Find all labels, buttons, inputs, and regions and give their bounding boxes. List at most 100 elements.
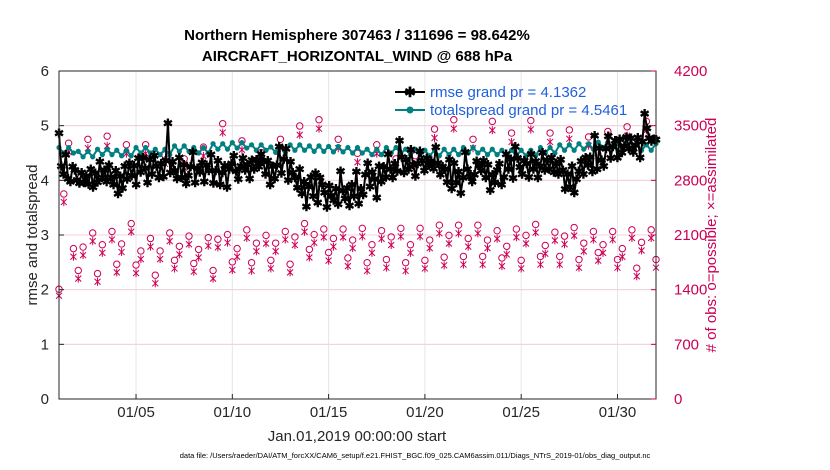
rmse-point: ✱ (199, 175, 209, 189)
rmse-point: ✱ (453, 165, 463, 179)
rmse-point: ✱ (644, 132, 654, 146)
rmse-point: ✱ (249, 162, 259, 176)
rmse-point: ✱ (161, 154, 171, 168)
rmse-point: ✱ (572, 173, 582, 187)
legend: ✱ rmse grand pr = 4.1362 totalspread gra… (395, 84, 627, 119)
rmse-point: ✱ (642, 121, 652, 135)
obs-assimilated-point (200, 152, 207, 160)
obs-assimilated-point (224, 238, 231, 247)
obs-assimilated-point (522, 239, 530, 248)
rmse-point: ✱ (535, 160, 545, 174)
obs-assimilated-point (108, 235, 116, 244)
rmse-point: ✱ (170, 164, 180, 178)
spread-point (561, 147, 568, 153)
obs-assimilated-point (556, 260, 564, 269)
obs-assimilated-point (272, 247, 280, 256)
rmse-point: ✱ (553, 167, 563, 181)
rmse-point: ✱ (569, 186, 579, 200)
spread-point (489, 146, 495, 152)
spread-point (220, 141, 226, 147)
obs-possible-point (84, 135, 92, 143)
obs-assimilated-point (310, 238, 318, 247)
spread-point (537, 144, 544, 151)
obs-assimilated-point (142, 149, 150, 158)
spread-point (244, 145, 250, 151)
spread-point (557, 142, 563, 148)
obs-possible-point (209, 266, 217, 275)
rmse-point: ✱ (492, 163, 502, 177)
rmse-point: ✱ (578, 167, 588, 181)
rmse-point: ✱ (174, 151, 184, 165)
obs-assimilated-point (354, 158, 361, 167)
obs-possible-point (377, 226, 386, 235)
rmse-point: ✱ (102, 175, 112, 189)
rmse-point: ✱ (381, 171, 391, 185)
spread-point (403, 146, 409, 152)
obs-assimilated-point (98, 248, 106, 257)
obs-assimilated-point (431, 134, 438, 143)
obs-possible-point (79, 243, 87, 251)
rmse-point: ✱ (177, 171, 187, 185)
obs-assimilated-point (204, 241, 212, 250)
spread-point (456, 152, 462, 158)
rmse-point: ✱ (356, 182, 366, 196)
rmse-point: ✱ (115, 169, 125, 183)
rmse-point: ✱ (272, 159, 282, 173)
obs-assimilated-point (190, 267, 198, 276)
rmse-point: ✱ (86, 162, 96, 176)
rmse-point: ✱ (306, 171, 316, 185)
obs-possible-point (618, 244, 626, 253)
rmse-point: ✱ (290, 171, 300, 185)
obs-assimilated-point (493, 234, 501, 243)
rmse-point: ✱ (363, 156, 373, 170)
footnote: data file: /Users/raeder/DAI/ATM_forcXX/… (180, 451, 651, 460)
rmse-point: ✱ (122, 173, 132, 187)
spread-point (460, 144, 467, 151)
obs-assimilated-point (113, 268, 121, 277)
rmse-point: ✱ (449, 156, 459, 170)
obs-possible-point (416, 224, 424, 233)
spread-point (61, 150, 67, 156)
obs-assimilated-point (474, 229, 482, 238)
obs-assimilated-point (570, 231, 578, 240)
obs-possible-point (185, 232, 193, 240)
rmse-point: ✱ (215, 178, 225, 192)
rmse-point: ✱ (388, 171, 398, 185)
obs-assimilated-point (508, 137, 515, 146)
obs-possible-point (103, 132, 111, 140)
obs-assimilated-point (166, 237, 174, 246)
obs-assimilated-point (301, 227, 308, 236)
spread-point (248, 142, 255, 148)
obs-possible-point (589, 227, 598, 236)
obs-assimilated-point (349, 244, 357, 253)
obs-possible-point (623, 123, 631, 131)
rmse-point: ✱ (560, 183, 570, 197)
rmse-point: ✱ (476, 164, 486, 178)
obs-possible-point (450, 116, 458, 124)
obs-possible-point (194, 245, 203, 254)
spread-point (542, 150, 548, 156)
grid (59, 71, 656, 399)
rmse-point: ✱ (165, 166, 175, 180)
rmse-point: ✱ (369, 173, 379, 187)
rmse-point: ✱ (342, 181, 352, 195)
rmse-point: ✱ (267, 160, 277, 174)
obs-possible-point (286, 260, 294, 268)
rmse-point: ✱ (124, 156, 134, 170)
rmse-point: ✱ (127, 169, 137, 183)
obs-possible-point (113, 260, 121, 268)
obs-possible-point (527, 116, 535, 125)
rmse-point: ✱ (481, 171, 491, 185)
x-tick-label: 01/05 (117, 404, 155, 421)
obs-possible-point (556, 252, 564, 261)
obs-possible-point (348, 236, 357, 244)
obs-possible-point (397, 224, 405, 233)
spread-point (292, 147, 298, 153)
y-tick-label: 4 (41, 172, 49, 189)
obs-assimilated-point (503, 250, 511, 259)
obs-assimilated-point (484, 244, 491, 253)
rmse-point: ✱ (238, 151, 248, 165)
rmse-point: ✱ (133, 151, 143, 165)
obs-possible-point (199, 143, 208, 151)
obs-assimilated-point (147, 242, 154, 251)
